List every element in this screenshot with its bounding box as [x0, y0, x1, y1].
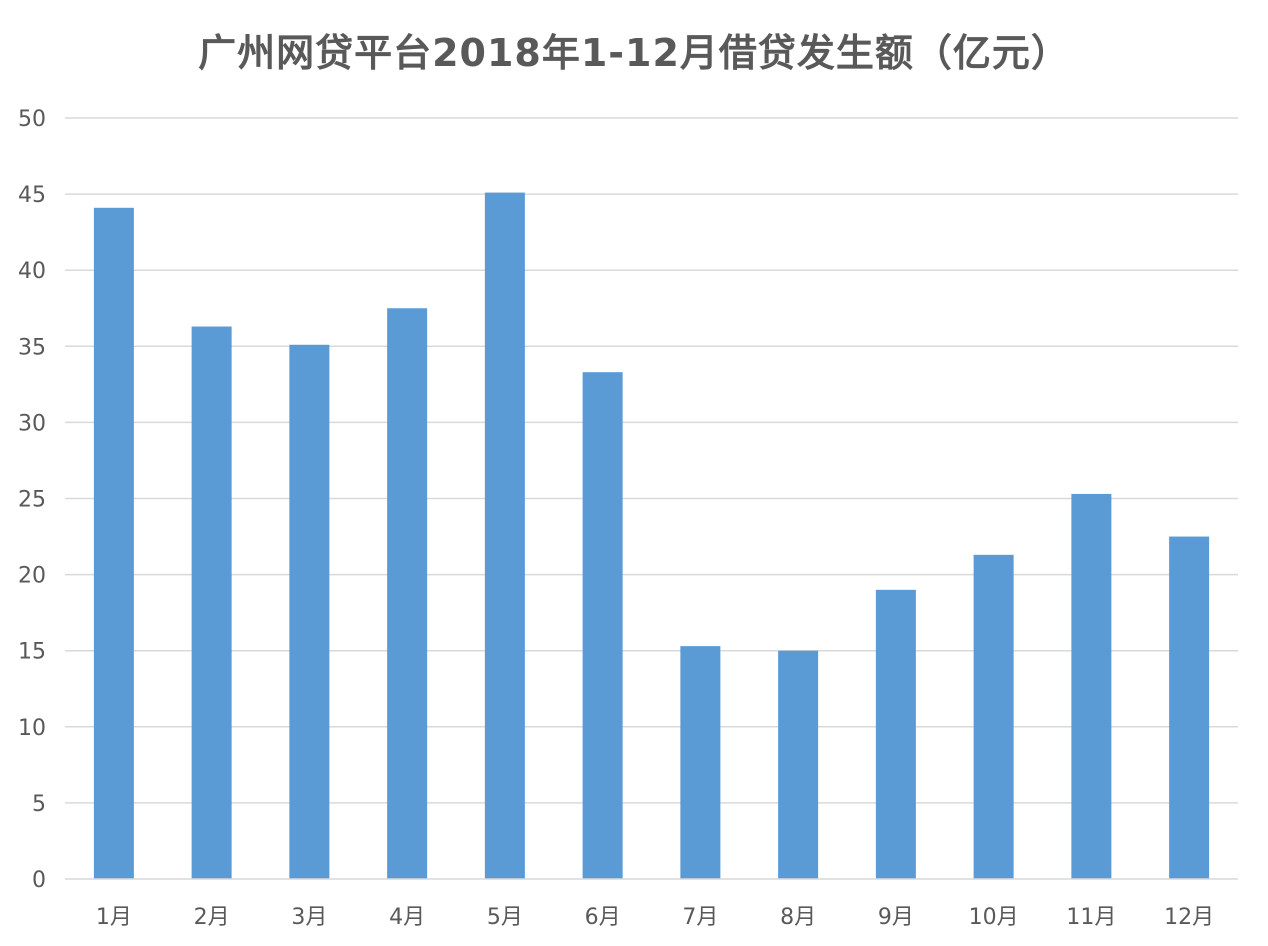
x-tick-label: 5月 [487, 905, 523, 930]
bar [875, 589, 916, 879]
x-axis-ticks: 1月 2月 3月 4月 5月 6月 7月 8月 9月 10月 11月 12月 [96, 905, 1214, 930]
bar [778, 650, 819, 879]
x-tick-label: 12月 [1164, 905, 1214, 930]
y-tick-label: 25 [18, 488, 46, 513]
bar [484, 192, 525, 879]
bar [973, 554, 1014, 879]
x-tick-label: 2月 [194, 905, 230, 930]
x-tick-label: 4月 [389, 905, 425, 930]
bar [680, 646, 721, 879]
bar [93, 207, 134, 880]
y-tick-label: 40 [18, 259, 46, 284]
x-tick-label: 3月 [291, 905, 327, 930]
y-tick-label: 35 [18, 335, 46, 360]
x-tick-label: 1月 [96, 905, 132, 930]
bar [191, 326, 232, 879]
x-tick-label: 6月 [585, 905, 621, 930]
x-tick-label: 8月 [780, 905, 816, 930]
x-tick-label: 10月 [969, 905, 1019, 930]
x-tick-label: 7月 [682, 905, 718, 930]
bar [387, 308, 428, 879]
y-tick-label: 45 [18, 183, 46, 208]
gridlines [65, 117, 1238, 804]
y-tick-label: 15 [18, 640, 46, 665]
bar [1071, 493, 1112, 879]
x-tick-label: 9月 [878, 905, 914, 930]
y-tick-label: 5 [32, 792, 46, 817]
y-tick-label: 50 [18, 107, 46, 132]
y-tick-label: 10 [18, 716, 46, 741]
bar [289, 344, 330, 879]
chart-title: 广州网贷平台2018年1-12月借贷发生额（亿元） [198, 31, 1070, 75]
bar [1169, 536, 1210, 879]
x-tick-label: 11月 [1066, 905, 1116, 930]
y-tick-label: 30 [18, 411, 46, 436]
y-tick-label: 0 [32, 868, 46, 893]
bar [582, 372, 623, 879]
bars [93, 192, 1210, 880]
y-tick-label: 20 [18, 564, 46, 589]
y-axis-ticks: 0 5 10 15 20 25 30 35 40 45 50 [18, 107, 46, 893]
